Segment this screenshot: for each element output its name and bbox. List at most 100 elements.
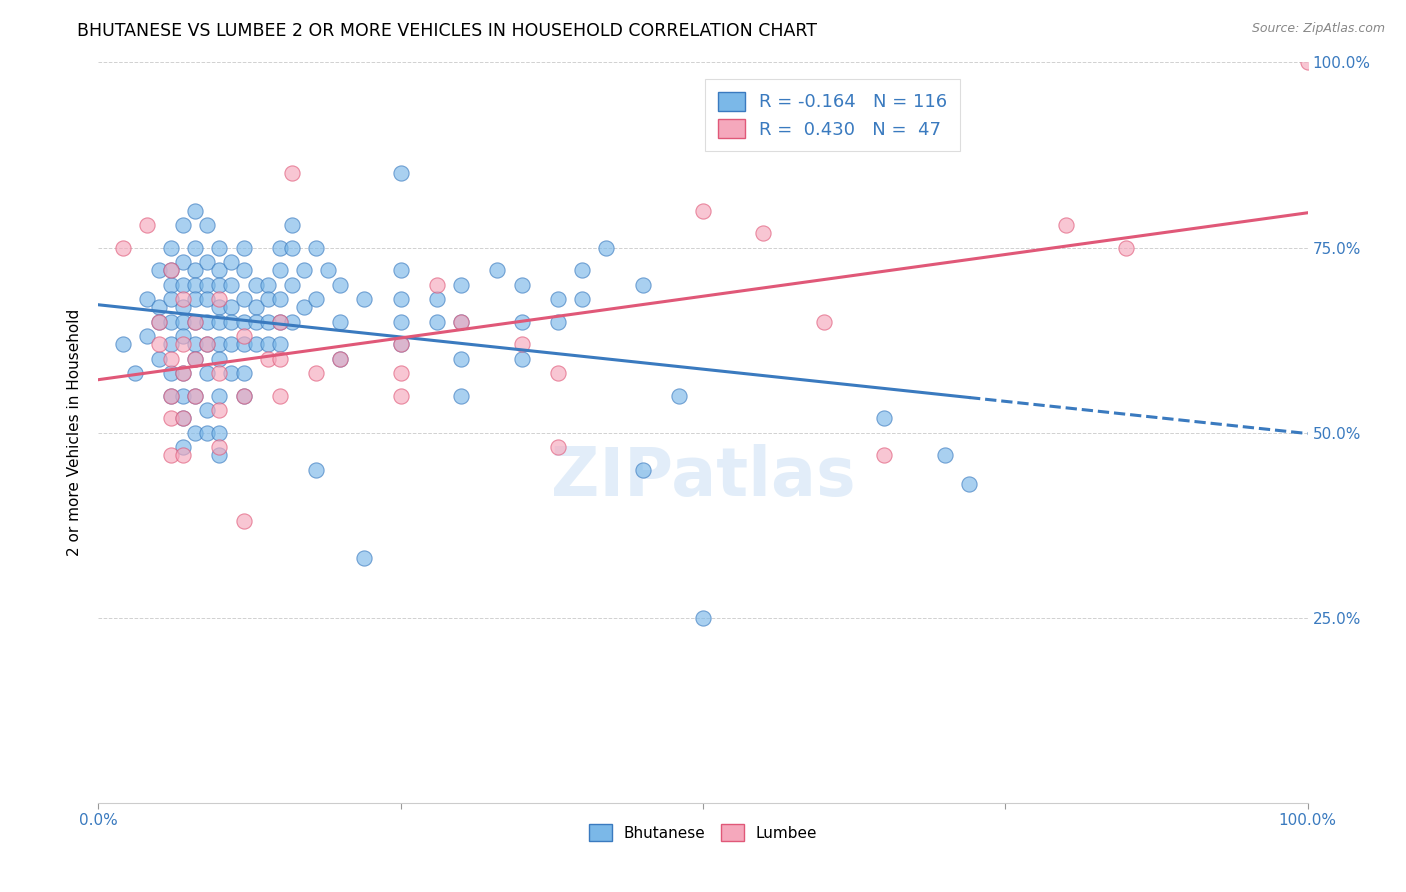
Point [389,166,412,180]
Point [245,336,267,351]
Point [1054,219,1077,233]
Point [160,293,183,307]
Point [486,262,509,277]
Point [135,329,157,343]
Point [245,314,267,328]
Point [547,367,569,381]
Point [172,367,194,381]
Point [208,293,231,307]
Text: Source: ZipAtlas.com: Source: ZipAtlas.com [1251,22,1385,36]
Point [873,410,896,425]
Point [148,351,170,366]
Point [450,314,472,328]
Point [269,240,291,255]
Point [389,262,412,277]
Point [172,367,194,381]
Point [329,277,352,292]
Point [184,388,207,402]
Point [329,314,352,328]
Point [389,293,412,307]
Point [195,314,218,328]
Point [269,262,291,277]
Point [221,336,243,351]
Point [172,410,194,425]
Point [389,367,412,381]
Point [232,336,254,351]
Point [269,336,291,351]
Point [208,425,231,440]
Point [208,240,231,255]
Point [184,203,207,218]
Point [232,262,254,277]
Point [195,255,218,269]
Legend: Bhutanese, Lumbee: Bhutanese, Lumbee [582,818,824,847]
Point [256,314,278,328]
Point [184,314,207,328]
Point [221,314,243,328]
Point [172,336,194,351]
Point [184,388,207,402]
Point [172,255,194,269]
Point [172,219,194,233]
Point [450,314,472,328]
Point [353,293,375,307]
Point [160,336,183,351]
Point [571,293,593,307]
Point [148,336,170,351]
Point [195,277,218,292]
Point [547,293,569,307]
Point [172,441,194,455]
Point [281,166,304,180]
Point [232,240,254,255]
Point [389,336,412,351]
Point [221,367,243,381]
Point [160,262,183,277]
Point [281,240,304,255]
Point [389,388,412,402]
Point [208,262,231,277]
Point [160,448,183,462]
Y-axis label: 2 or more Vehicles in Household: 2 or more Vehicles in Household [67,309,83,557]
Point [329,351,352,366]
Point [232,515,254,529]
Point [160,367,183,381]
Point [184,351,207,366]
Point [292,262,315,277]
Text: BHUTANESE VS LUMBEE 2 OR MORE VEHICLES IN HOUSEHOLD CORRELATION CHART: BHUTANESE VS LUMBEE 2 OR MORE VEHICLES I… [77,22,817,40]
Point [269,314,291,328]
Point [631,277,654,292]
Point [510,351,533,366]
Point [195,403,218,417]
Point [148,262,170,277]
Point [934,448,956,462]
Point [160,388,183,402]
Point [692,610,714,624]
Point [256,336,278,351]
Point [184,336,207,351]
Point [316,262,339,277]
Point [269,314,291,328]
Point [160,314,183,328]
Point [172,300,194,314]
Point [426,314,449,328]
Point [208,314,231,328]
Point [172,293,194,307]
Point [389,314,412,328]
Point [426,293,449,307]
Point [1115,240,1137,255]
Point [245,277,267,292]
Point [221,300,243,314]
Point [184,262,207,277]
Point [957,477,980,491]
Point [184,314,207,328]
Point [208,351,231,366]
Point [389,336,412,351]
Point [208,367,231,381]
Point [329,351,352,366]
Point [281,314,304,328]
Point [184,351,207,366]
Text: ZIPatlas: ZIPatlas [551,444,855,510]
Point [305,240,328,255]
Point [208,441,231,455]
Point [135,219,157,233]
